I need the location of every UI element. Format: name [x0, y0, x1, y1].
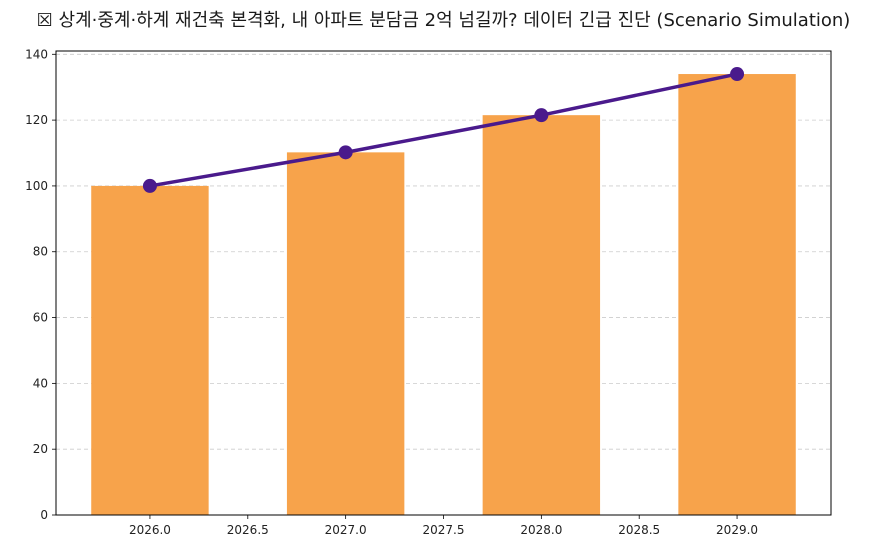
data-point — [730, 67, 745, 82]
bar — [286, 152, 405, 516]
y-tick-label: 40 — [33, 376, 48, 390]
bar — [678, 74, 796, 515]
y-tick-label: 80 — [33, 245, 48, 259]
bar — [482, 115, 601, 515]
y-tick-label: 0 — [40, 508, 48, 522]
data-point — [534, 108, 549, 123]
series-line — [149, 72, 738, 188]
data-point — [338, 145, 353, 160]
chart-title: ☒ 상계·중계·하계 재건축 본격화, 내 아파트 분담금 2억 넘길까? 데이… — [36, 10, 851, 31]
x-tick-label: 2026.5 — [227, 523, 269, 537]
y-tick-label: 60 — [33, 311, 48, 325]
x-axis: 2026.0 2026.5 2027.0 2027.5 2028.0 2028.5 2029… — [129, 515, 758, 537]
data-point — [142, 178, 157, 193]
y-axis: 0 20 40 60 80 100 120 140 — [25, 47, 56, 522]
x-tick-label: 2028.5 — [618, 523, 660, 537]
y-tick-label: 140 — [25, 47, 48, 61]
x-tick-label: 2029.0 — [716, 523, 758, 537]
line-series — [142, 67, 745, 193]
x-tick-label: 2026.0 — [129, 523, 171, 537]
y-tick-label: 120 — [25, 113, 48, 127]
x-tick-label: 2027.0 — [325, 523, 367, 537]
bar — [91, 185, 209, 515]
x-tick-label: 2027.5 — [423, 523, 465, 537]
y-tick-label: 20 — [33, 442, 48, 456]
y-tick-label: 100 — [25, 179, 48, 193]
bar-series — [91, 74, 796, 516]
x-tick-label: 2028.0 — [520, 523, 562, 537]
